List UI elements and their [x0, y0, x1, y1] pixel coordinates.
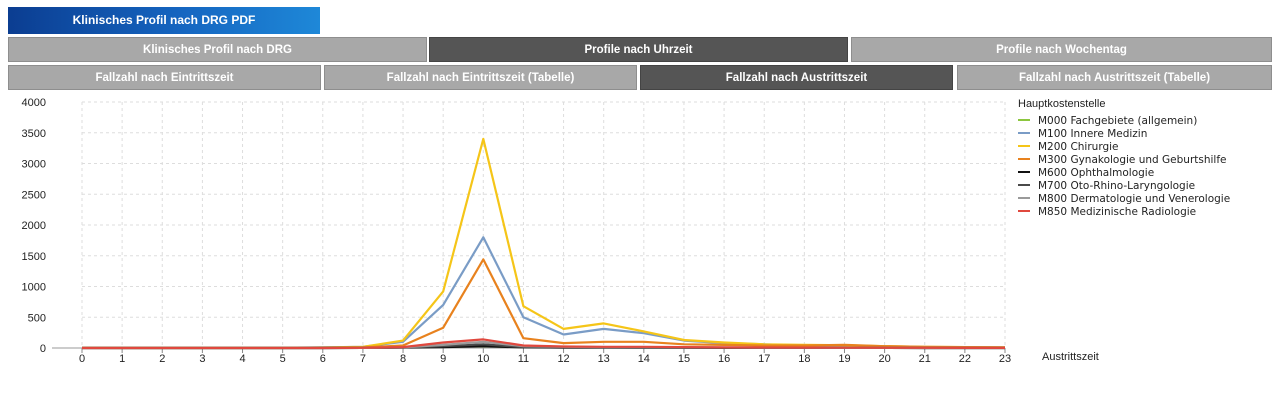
legend-item[interactable]: M700 Oto-Rhino-Laryngologie	[1038, 180, 1195, 192]
y-tick-label: 500	[28, 312, 46, 324]
legend-item[interactable]: M800 Dermatologie und Venerologie	[1038, 193, 1230, 205]
chart-grid	[81, 101, 1006, 348]
x-tick-label: 16	[718, 353, 730, 365]
x-axis-label: Austrittszeit	[1042, 351, 1099, 363]
y-tick-label: 1500	[22, 251, 46, 263]
legend-item[interactable]: M850 Medizinische Radiologie	[1038, 206, 1196, 218]
x-tick-label: 17	[758, 353, 770, 365]
legend-item[interactable]: M300 Gynakologie und Geburtshilfe	[1038, 154, 1227, 166]
x-tick-label: 6	[320, 353, 326, 365]
legend-item[interactable]: M600 Ophthalmologie	[1038, 167, 1154, 179]
series-lines	[81, 137, 1006, 350]
legend-item[interactable]: M200 Chirurgie	[1038, 141, 1119, 153]
tab-profile-wochentag[interactable]: Profile nach Wochentag	[851, 37, 1272, 62]
x-tick-label: 9	[440, 353, 446, 365]
x-tick-label: 13	[598, 353, 610, 365]
series-line-1	[81, 236, 1006, 349]
tab-fallzahl-eintrittszeit-tabelle[interactable]: Fallzahl nach Eintrittszeit (Tabelle)	[324, 65, 637, 90]
tab-fallzahl-austrittszeit[interactable]: Fallzahl nach Austrittszeit	[640, 65, 953, 90]
y-tick-label: 2500	[22, 189, 46, 201]
tab-fallzahl-eintrittszeit[interactable]: Fallzahl nach Eintrittszeit	[8, 65, 321, 90]
series-line-7	[82, 338, 1005, 350]
x-tick-label: 4	[239, 353, 245, 365]
pdf-export-button[interactable]: Klinisches Profil nach DRG PDF	[8, 7, 320, 34]
tab-profile-uhrzeit[interactable]: Profile nach Uhrzeit	[429, 37, 848, 62]
x-tick-label: 14	[638, 353, 650, 365]
x-tick-label: 20	[878, 353, 890, 365]
y-tick-label: 1000	[22, 282, 46, 294]
x-tick-label: 2	[159, 353, 165, 365]
y-tick-label: 4000	[22, 97, 46, 109]
legend-title: Hauptkostenstelle	[1018, 98, 1105, 110]
series-line-2	[81, 137, 1006, 349]
legend-item[interactable]: M000 Fachgebiete (allgemein)	[1038, 115, 1197, 127]
x-tick-label: 12	[557, 353, 569, 365]
x-tick-label: 1	[119, 353, 125, 365]
x-tick-label: 7	[360, 353, 366, 365]
y-tick-label: 3000	[22, 159, 46, 171]
x-tick-label: 15	[678, 353, 690, 365]
series-line-3	[81, 258, 1006, 349]
x-tick-label: 19	[838, 353, 850, 365]
y-tick-label: 2000	[22, 220, 46, 232]
x-tick-label: 3	[199, 353, 205, 365]
x-tick-label: 21	[919, 353, 931, 365]
y-tick-label: 0	[40, 343, 46, 355]
x-tick-label: 10	[477, 353, 489, 365]
y-axis: 0 500 1000 1500 2000 2500 3000 3500 4000	[22, 97, 46, 355]
x-tick-label: 22	[959, 353, 971, 365]
tab-klinisches-profil[interactable]: Klinisches Profil nach DRG	[8, 37, 427, 62]
y-tick-label: 3500	[22, 128, 46, 140]
x-tick-label: 11	[518, 353, 529, 365]
tab-fallzahl-austrittszeit-tabelle[interactable]: Fallzahl nach Austrittszeit (Tabelle)	[957, 65, 1272, 90]
x-tick-label: 8	[400, 353, 406, 365]
legend-item[interactable]: M100 Innere Medizin	[1038, 128, 1147, 140]
x-tick-label: 5	[280, 353, 286, 365]
x-tick-label: 23	[999, 353, 1011, 365]
x-axis: 0 1 2 3 4 5 6 7 8 9 10 11 12 13 14 15 16 17 18 19 20 21 22 23	[52, 347, 1011, 365]
legend: Hauptkostenstelle M000 Fachgebiete (allg…	[1018, 98, 1230, 218]
x-tick-label: 18	[798, 353, 810, 365]
x-tick-label: 0	[79, 353, 85, 365]
